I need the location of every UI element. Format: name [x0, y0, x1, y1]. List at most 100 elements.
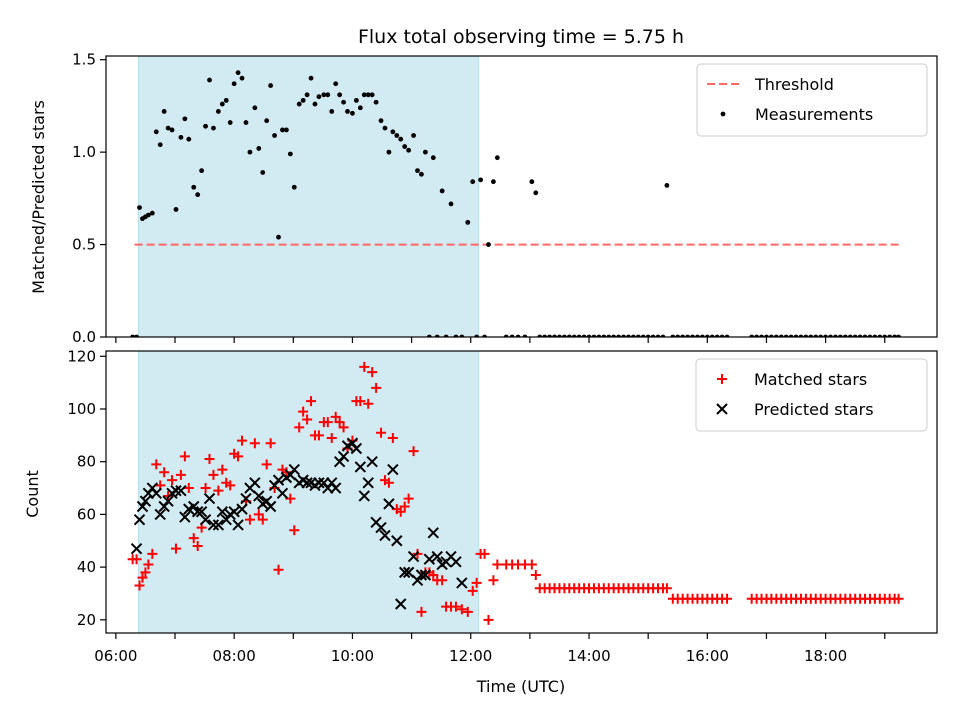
matched-star-point — [244, 514, 255, 525]
predicted-star-point — [236, 503, 248, 515]
measurement-point — [386, 149, 392, 155]
matched-star-point — [399, 501, 410, 512]
measurement-point — [268, 83, 274, 88]
measurement-point — [419, 171, 424, 177]
matched-star-point — [408, 446, 419, 457]
measurement-point — [304, 92, 310, 98]
matched-star-point — [217, 464, 228, 475]
measurement-point — [272, 133, 277, 138]
matched-star-point — [257, 514, 268, 525]
legend-label: Threshold — [754, 75, 834, 94]
measurement-point — [239, 75, 245, 81]
y-tick-label: 60 — [77, 505, 96, 523]
measurement-point — [341, 99, 346, 105]
y-tick-label: 0.5 — [72, 236, 96, 254]
legend-box — [695, 358, 928, 432]
x-axis-label: Time (UTC) — [476, 677, 565, 696]
matched-star-point — [363, 398, 374, 409]
legend: Threshold Measurements — [696, 63, 928, 137]
x-tick-label: 10:00 — [331, 647, 374, 665]
y-tick-label: 20 — [77, 611, 96, 629]
predicted-star-point — [402, 566, 415, 579]
matched-star-point — [249, 438, 260, 449]
measurement-point — [337, 92, 343, 98]
legend: Matched stars Predicted stars — [695, 358, 928, 432]
matched-star-point — [371, 382, 382, 393]
matched-star-point — [134, 580, 145, 591]
predicted-star-point — [366, 455, 378, 468]
matched-star-point — [492, 559, 503, 570]
legend-predicted-handle — [716, 403, 728, 415]
measurement-point — [211, 125, 216, 131]
measurement-point — [260, 170, 266, 175]
measurement-point — [235, 70, 241, 76]
matched-star-point — [289, 525, 300, 536]
matched-star-point — [131, 554, 142, 565]
legend-label: Measurements — [755, 105, 873, 124]
predicted-star-point — [195, 506, 208, 518]
predicted-star-point — [240, 492, 252, 505]
matched-star-point — [302, 414, 313, 425]
matched-star-point — [338, 422, 349, 433]
measurement-point — [231, 81, 237, 87]
measurement-point — [369, 92, 375, 98]
matched-star-point — [253, 509, 264, 520]
measurement-point — [365, 92, 371, 98]
measurement-point — [227, 120, 233, 125]
plot-area — [127, 361, 904, 625]
measurement-point — [280, 127, 285, 133]
measurement-point — [182, 116, 188, 122]
predicted-star-point — [415, 569, 428, 581]
measurement-point — [478, 177, 483, 183]
measurement-point — [533, 190, 539, 196]
predicted-star-point — [203, 492, 216, 505]
y-tick-label: 40 — [77, 558, 96, 576]
predicted-star-point — [362, 477, 374, 489]
matched-star-point — [140, 567, 151, 578]
predicted-star-point — [170, 484, 182, 497]
matched-star-point — [359, 361, 370, 372]
predicted-star-point — [427, 527, 439, 539]
matched-star-point — [159, 467, 170, 478]
top-chart-title: Flux total observing time = 5.75 h — [358, 26, 684, 48]
predicted-star-point — [398, 566, 411, 579]
matched-star-point — [170, 543, 181, 554]
measurement-point — [178, 134, 184, 140]
measurement-point — [199, 168, 205, 174]
y-tick-label: 100 — [67, 400, 96, 418]
matched-star-point — [213, 485, 224, 496]
measurement-point — [145, 212, 151, 218]
plot-area — [130, 70, 901, 337]
matched-star-point — [188, 533, 199, 544]
matched-star-point — [483, 614, 494, 625]
measurement-point — [357, 105, 363, 111]
measurement-point — [333, 81, 339, 87]
measurement-point — [529, 179, 535, 185]
x-tick-label: 18:00 — [804, 647, 847, 665]
legend-label: Predicted stars — [754, 400, 874, 419]
legend-matched-handle — [717, 374, 727, 384]
predicted-star-point — [350, 442, 363, 455]
predicted-star-point — [130, 542, 143, 555]
measurement-point — [470, 179, 476, 185]
measurement-point — [256, 146, 262, 151]
y-tick-label: 1.0 — [72, 143, 96, 161]
matched-star-point — [183, 483, 194, 494]
y-tick-label: 0.0 — [72, 328, 96, 346]
measurement-point — [186, 136, 192, 142]
measurement-point — [283, 127, 289, 133]
measurement-point — [350, 110, 355, 116]
predicted-star-point — [207, 519, 220, 531]
predicted-star-point — [216, 506, 229, 518]
measurement-point — [165, 125, 171, 131]
measurement-point — [308, 75, 314, 81]
matched-star-point — [387, 432, 398, 443]
matched-star-point — [326, 432, 337, 443]
y-tick-label: 1.5 — [72, 51, 96, 69]
matched-star-point — [661, 583, 672, 594]
matched-star-point — [322, 417, 333, 428]
x-tick-label: 12:00 — [449, 647, 492, 665]
legend-label: Matched stars — [754, 370, 867, 389]
matched-star-point — [403, 493, 414, 504]
